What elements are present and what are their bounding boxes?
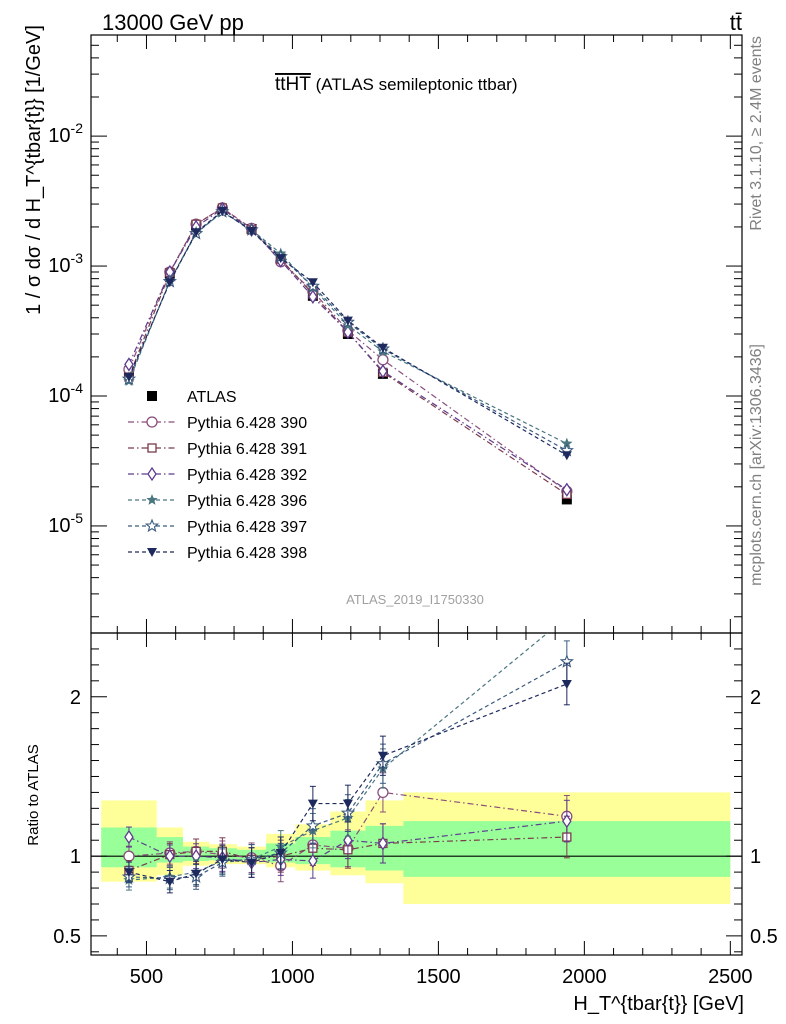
header-right: tt̄ bbox=[730, 10, 742, 35]
data-point bbox=[307, 278, 318, 288]
data-point bbox=[561, 437, 573, 449]
legend-marker bbox=[146, 416, 158, 428]
ratio-point bbox=[377, 751, 388, 761]
ratio-point bbox=[561, 680, 572, 690]
x-tick-label: 2000 bbox=[562, 966, 607, 988]
x-tick-label: 500 bbox=[130, 966, 163, 988]
data-point bbox=[561, 451, 572, 461]
chart-title-suffix: (ATLAS semileptonic ttbar) bbox=[311, 75, 518, 94]
y-tick-label: 10-4 bbox=[48, 380, 83, 407]
legend-marker bbox=[147, 443, 157, 453]
ratio-point bbox=[191, 869, 202, 879]
rivet-label: Rivet 3.1.10, ≥ 2.4M events bbox=[748, 36, 765, 231]
main-frame bbox=[90, 34, 743, 634]
data-point bbox=[164, 278, 175, 288]
data-point bbox=[377, 343, 388, 353]
y-tick-label: 10-2 bbox=[48, 120, 83, 147]
ratio-point bbox=[305, 818, 321, 832]
main-panel: 10-5 10-4 10-3 10-2 bbox=[48, 34, 743, 634]
ratio-line bbox=[128, 661, 568, 880]
data-point bbox=[308, 289, 318, 304]
series-line bbox=[128, 210, 568, 452]
legend-label: Pythia 6.428 397 bbox=[187, 519, 307, 536]
legend-marker bbox=[144, 518, 160, 533]
ratio-point bbox=[378, 836, 388, 851]
chart-title: ttHT (ATLAS semileptonic ttbar) bbox=[275, 74, 517, 95]
x-tick-label: 1500 bbox=[416, 966, 461, 988]
ratio-y-tick-label: 1 bbox=[70, 846, 81, 868]
ratio-point bbox=[377, 786, 389, 799]
ratio-y-tick-label: 2 bbox=[70, 687, 81, 709]
chart-title-main: ttHT bbox=[275, 74, 311, 95]
legend-marker bbox=[147, 548, 157, 557]
series-line bbox=[128, 210, 568, 456]
ratio-point bbox=[246, 858, 257, 868]
series-6 bbox=[123, 207, 572, 461]
ratio-point bbox=[217, 855, 228, 865]
data-point bbox=[378, 364, 388, 379]
ratio-point bbox=[123, 850, 135, 862]
ratio-point bbox=[562, 813, 572, 829]
x-axis-label: H_T^{tbar{t}} [GeV] bbox=[573, 993, 744, 1015]
ratio-y-tick-label: 0.5 bbox=[53, 926, 81, 948]
legend: ATLAS Pythia 6.428 390 Pythia 6.428 391 Pyt… bbox=[128, 389, 307, 562]
data-point bbox=[217, 207, 228, 217]
legend-label: Pythia 6.428 396 bbox=[187, 493, 307, 510]
ratio-point bbox=[342, 799, 353, 809]
data-point bbox=[562, 482, 572, 497]
data-point bbox=[561, 494, 572, 505]
legend-marker bbox=[147, 466, 157, 482]
x-tick-label: 2500 bbox=[708, 966, 753, 988]
y-tick-label: 10-3 bbox=[48, 250, 83, 277]
ratio-line bbox=[128, 820, 567, 864]
ratio-point bbox=[307, 799, 318, 809]
legend-marker bbox=[146, 494, 158, 505]
ratio-frame bbox=[90, 632, 743, 956]
legend-label: Pythia 6.428 398 bbox=[187, 545, 307, 562]
ratio-y-tick-label-right: 2 bbox=[750, 687, 761, 709]
mcplots-label: mcplots.cern.ch [arXiv:1306.3436] bbox=[748, 344, 765, 586]
legend-label: Pythia 6.428 392 bbox=[187, 467, 307, 484]
series-line bbox=[128, 208, 568, 491]
analysis-label: ATLAS_2019_I1750330 bbox=[346, 592, 484, 607]
ratio-ylabel: Ratio to ATLAS bbox=[25, 744, 42, 845]
data-point bbox=[275, 254, 286, 264]
ratio-line bbox=[128, 632, 548, 881]
data-point bbox=[246, 227, 257, 237]
legend-label: Pythia 6.428 391 bbox=[187, 441, 307, 458]
data-point bbox=[124, 357, 134, 372]
legend-marker bbox=[147, 391, 157, 401]
ratio-line bbox=[128, 683, 568, 883]
legend-label: ATLAS bbox=[187, 389, 237, 406]
ratio-y-tick-label-right: 0.5 bbox=[750, 926, 778, 948]
ratio-series-5 bbox=[123, 662, 572, 894]
ratio-point bbox=[164, 877, 175, 887]
ratio-line bbox=[128, 836, 567, 872]
ratio-point bbox=[123, 868, 134, 878]
ratio-point bbox=[308, 853, 318, 869]
series-line bbox=[128, 207, 568, 492]
ratio-y-tick-label-right: 1 bbox=[750, 846, 761, 868]
ratio-point bbox=[275, 848, 286, 858]
data-point bbox=[342, 316, 353, 326]
ratio-point bbox=[124, 829, 134, 845]
data-point bbox=[123, 373, 134, 383]
header-left: 13000 GeV pp bbox=[102, 10, 244, 35]
ratio-point bbox=[343, 833, 353, 848]
ratio-panel: 500 1000 1500 2000 2500 0.5 0.5 1 1 2 2 bbox=[53, 35, 778, 988]
ratio-point bbox=[165, 848, 175, 864]
legend-label: Pythia 6.428 390 bbox=[187, 415, 307, 432]
ratio-line bbox=[128, 791, 567, 867]
main-ylabel: 1 / σ dσ / d H_T^{tbar{t}} [1/GeV] bbox=[23, 25, 45, 315]
y-tick-label: 10-5 bbox=[48, 510, 83, 537]
series-0 bbox=[123, 205, 572, 505]
x-tick-label: 1000 bbox=[270, 966, 315, 988]
data-point bbox=[191, 228, 202, 238]
